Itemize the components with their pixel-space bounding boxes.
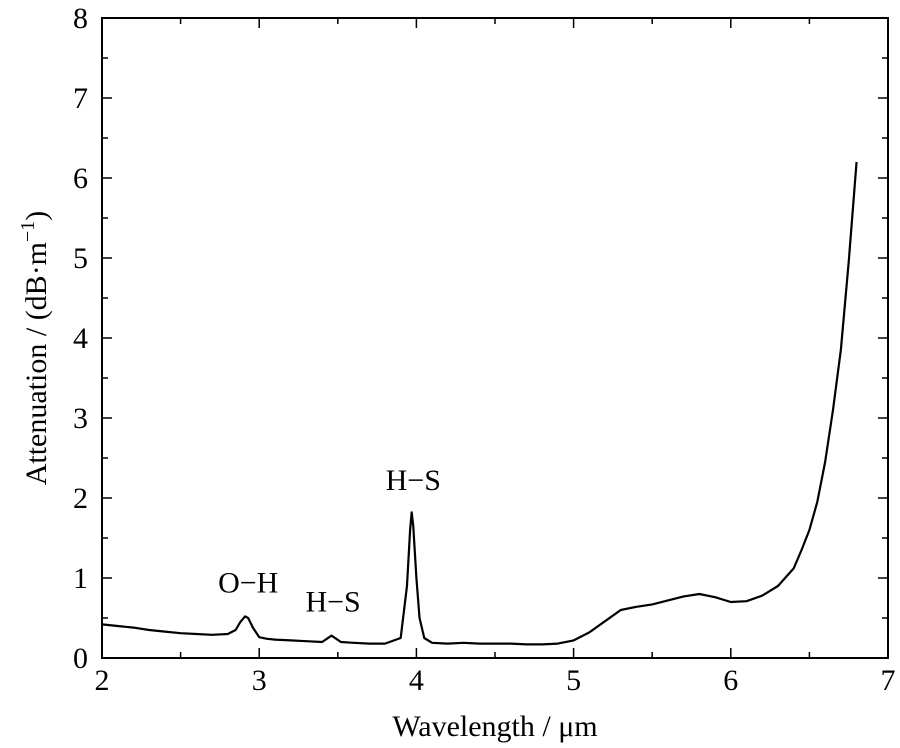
x-tick-label: 5 bbox=[566, 664, 581, 697]
x-tick-label: 7 bbox=[881, 664, 896, 697]
plot-frame bbox=[101, 17, 889, 659]
y-tick-label: 2 bbox=[73, 482, 88, 515]
y-tick-label: 6 bbox=[73, 162, 88, 195]
ticks-layer bbox=[101, 17, 889, 659]
y-tick-label: 1 bbox=[73, 562, 88, 595]
peak-annotation: O−H bbox=[218, 566, 278, 599]
y-axis-title-main: Attenuation / (dB·m bbox=[20, 242, 53, 485]
x-axis-title: Wavelength / μm bbox=[392, 710, 597, 743]
y-axis-title: Attenuation / (dB·m−1) bbox=[17, 211, 53, 486]
y-tick-label: 5 bbox=[73, 242, 88, 275]
labels-layer: 2 3 4 5 6 7 0 1 2 3 4 5 6 7 8 bbox=[73, 2, 896, 697]
annotations: O−H H−S H−S bbox=[218, 464, 441, 619]
x-tick-label: 6 bbox=[723, 664, 738, 697]
y-tick-label: 7 bbox=[73, 82, 88, 115]
x-tick-label: 3 bbox=[252, 664, 267, 697]
x-tick-label: 4 bbox=[409, 664, 424, 697]
y-axis-title-close: ) bbox=[20, 211, 53, 221]
peak-annotation: H−S bbox=[386, 464, 441, 497]
x-tick-label: 2 bbox=[95, 664, 110, 697]
y-tick-label: 4 bbox=[73, 322, 88, 355]
y-tick-label: 0 bbox=[73, 642, 88, 675]
y-tick-label: 8 bbox=[73, 2, 88, 35]
attenuation-line bbox=[101, 161, 858, 646]
y-axis-title-superscript: −1 bbox=[17, 221, 39, 242]
y-tick-label: 3 bbox=[73, 402, 88, 435]
peak-annotation: H−S bbox=[305, 586, 360, 619]
